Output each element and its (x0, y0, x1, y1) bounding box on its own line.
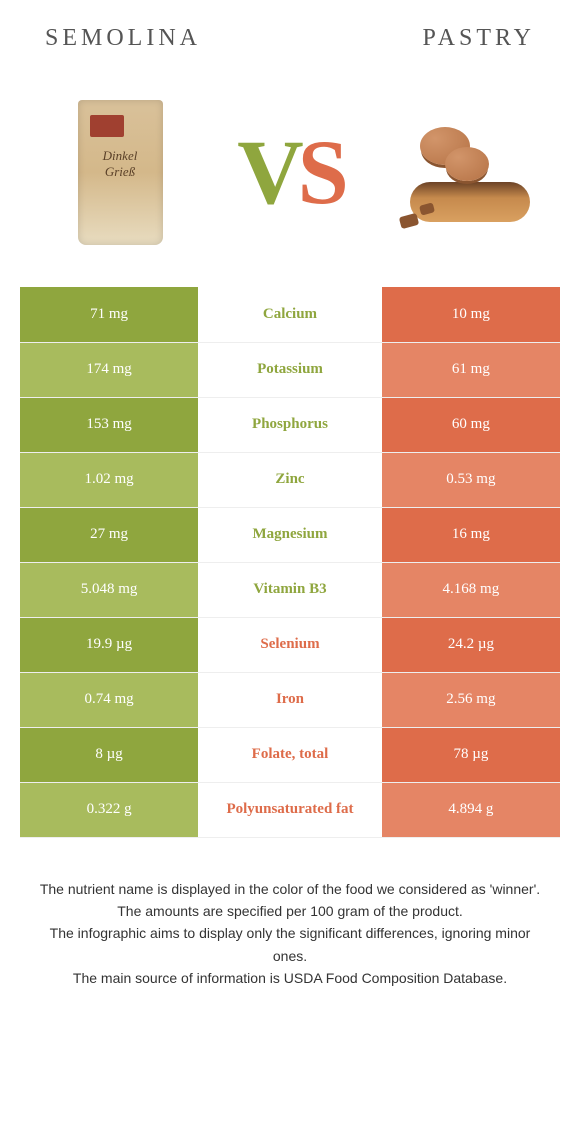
table-row: 27 mgMagnesium16 mg (20, 507, 560, 562)
header-row: SEMOLINA PASTRY (20, 25, 560, 52)
table-row: 153 mgPhosphorus60 mg (20, 397, 560, 452)
footer-line-2: The amounts are specified per 100 gram o… (35, 900, 545, 922)
left-value: 8 µg (20, 727, 198, 782)
right-food-title: PASTRY (423, 25, 536, 52)
footer-notes: The nutrient name is displayed in the co… (20, 878, 560, 990)
right-value: 61 mg (382, 342, 560, 397)
left-value: 0.74 mg (20, 672, 198, 727)
nutrient-label: Calcium (198, 287, 382, 342)
left-value: 5.048 mg (20, 562, 198, 617)
table-row: 0.322 gPolyunsaturated fat4.894 g (20, 782, 560, 837)
nutrient-label: Vitamin B3 (198, 562, 382, 617)
semolina-bag-icon (78, 100, 163, 245)
nutrient-label: Potassium (198, 342, 382, 397)
left-value: 153 mg (20, 397, 198, 452)
vs-s: S (298, 121, 343, 223)
table-row: 1.02 mgZinc0.53 mg (20, 452, 560, 507)
table-row: 8 µgFolate, total78 µg (20, 727, 560, 782)
nutrient-comparison-table: 71 mgCalcium10 mg174 mgPotassium61 mg153… (20, 287, 560, 838)
right-value: 16 mg (382, 507, 560, 562)
nutrient-label: Folate, total (198, 727, 382, 782)
footer-line-1: The nutrient name is displayed in the co… (35, 878, 545, 900)
right-value: 10 mg (382, 287, 560, 342)
left-value: 19.9 µg (20, 617, 198, 672)
left-value: 27 mg (20, 507, 198, 562)
left-value: 174 mg (20, 342, 198, 397)
vs-label: VS (237, 126, 343, 218)
right-value: 4.168 mg (382, 562, 560, 617)
pastry-stack-icon (390, 112, 530, 232)
footer-line-3: The infographic aims to display only the… (35, 922, 545, 967)
footer-line-4: The main source of information is USDA F… (35, 967, 545, 989)
table-row: 0.74 mgIron2.56 mg (20, 672, 560, 727)
table-row: 174 mgPotassium61 mg (20, 342, 560, 397)
nutrient-label: Polyunsaturated fat (198, 782, 382, 837)
right-value: 4.894 g (382, 782, 560, 837)
vs-v: V (237, 121, 297, 223)
left-food-title: SEMOLINA (45, 25, 201, 52)
images-row: VS (20, 82, 560, 262)
nutrient-label: Selenium (198, 617, 382, 672)
right-value: 0.53 mg (382, 452, 560, 507)
nutrient-label: Zinc (198, 452, 382, 507)
table-row: 19.9 µgSelenium24.2 µg (20, 617, 560, 672)
right-value: 2.56 mg (382, 672, 560, 727)
nutrient-label: Phosphorus (198, 397, 382, 452)
right-value: 78 µg (382, 727, 560, 782)
semolina-image (50, 92, 190, 252)
table-row: 71 mgCalcium10 mg (20, 287, 560, 342)
pastry-image (390, 92, 530, 252)
nutrient-label: Iron (198, 672, 382, 727)
right-value: 24.2 µg (382, 617, 560, 672)
left-value: 71 mg (20, 287, 198, 342)
table-row: 5.048 mgVitamin B34.168 mg (20, 562, 560, 617)
right-value: 60 mg (382, 397, 560, 452)
left-value: 1.02 mg (20, 452, 198, 507)
nutrient-label: Magnesium (198, 507, 382, 562)
left-value: 0.322 g (20, 782, 198, 837)
